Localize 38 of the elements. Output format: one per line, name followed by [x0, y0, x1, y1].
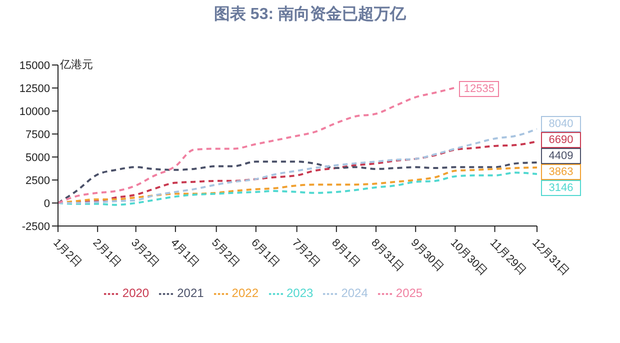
line-series — [58, 172, 537, 206]
data-label: 3146 — [541, 180, 581, 196]
x-tick-label: 4月1日 — [168, 236, 201, 270]
legend-label: 2024 — [341, 286, 368, 300]
y-tick-label: 15000 — [19, 60, 50, 72]
data-label: 8040 — [541, 116, 581, 132]
x-tick-label: 12月31日 — [530, 236, 572, 278]
y-tick-label: 7500 — [26, 128, 50, 141]
y-tick-label: 0 — [44, 198, 50, 210]
y-tick-label: 5000 — [26, 152, 50, 164]
line-series — [58, 86, 456, 204]
x-tick-label: 2月1日 — [90, 236, 124, 270]
y-tick-label: 2500 — [26, 174, 50, 187]
data-label: 4409 — [541, 148, 581, 164]
x-tick-label: 1月2日 — [50, 236, 84, 270]
y-tick-label: 12500 — [19, 82, 50, 95]
x-tick-label: 9月30日 — [408, 236, 446, 274]
data-label: 3863 — [541, 164, 581, 180]
x-tick-label: 8月31日 — [368, 236, 406, 274]
x-tick-label: 8月1日 — [329, 236, 362, 270]
x-tick-label: 7月2日 — [290, 236, 322, 270]
chart-title: 图表 53: 南向资金已超万亿 — [212, 4, 407, 25]
x-tick-label: 3月2日 — [128, 236, 162, 270]
data-label: 6690 — [541, 132, 581, 148]
y-tick-label: -2500 — [22, 220, 50, 233]
x-tick-label: 5月2日 — [209, 236, 242, 270]
x-tick-label: 6月1日 — [248, 236, 282, 270]
legend-label: 2021 — [177, 286, 204, 300]
data-label: 12535 — [459, 80, 500, 97]
line-series — [58, 128, 537, 204]
y-axis-title: 亿港元 — [60, 58, 93, 72]
legend-label: 2023 — [286, 286, 314, 300]
y-tick-label: 10000 — [19, 106, 50, 118]
x-tick-label: 10月30日 — [448, 236, 490, 278]
legend-label: 2025 — [396, 286, 423, 300]
legend-label: 2022 — [232, 286, 258, 300]
x-tick-label: 11月29日 — [488, 236, 528, 278]
legend-label: 2020 — [122, 286, 150, 300]
